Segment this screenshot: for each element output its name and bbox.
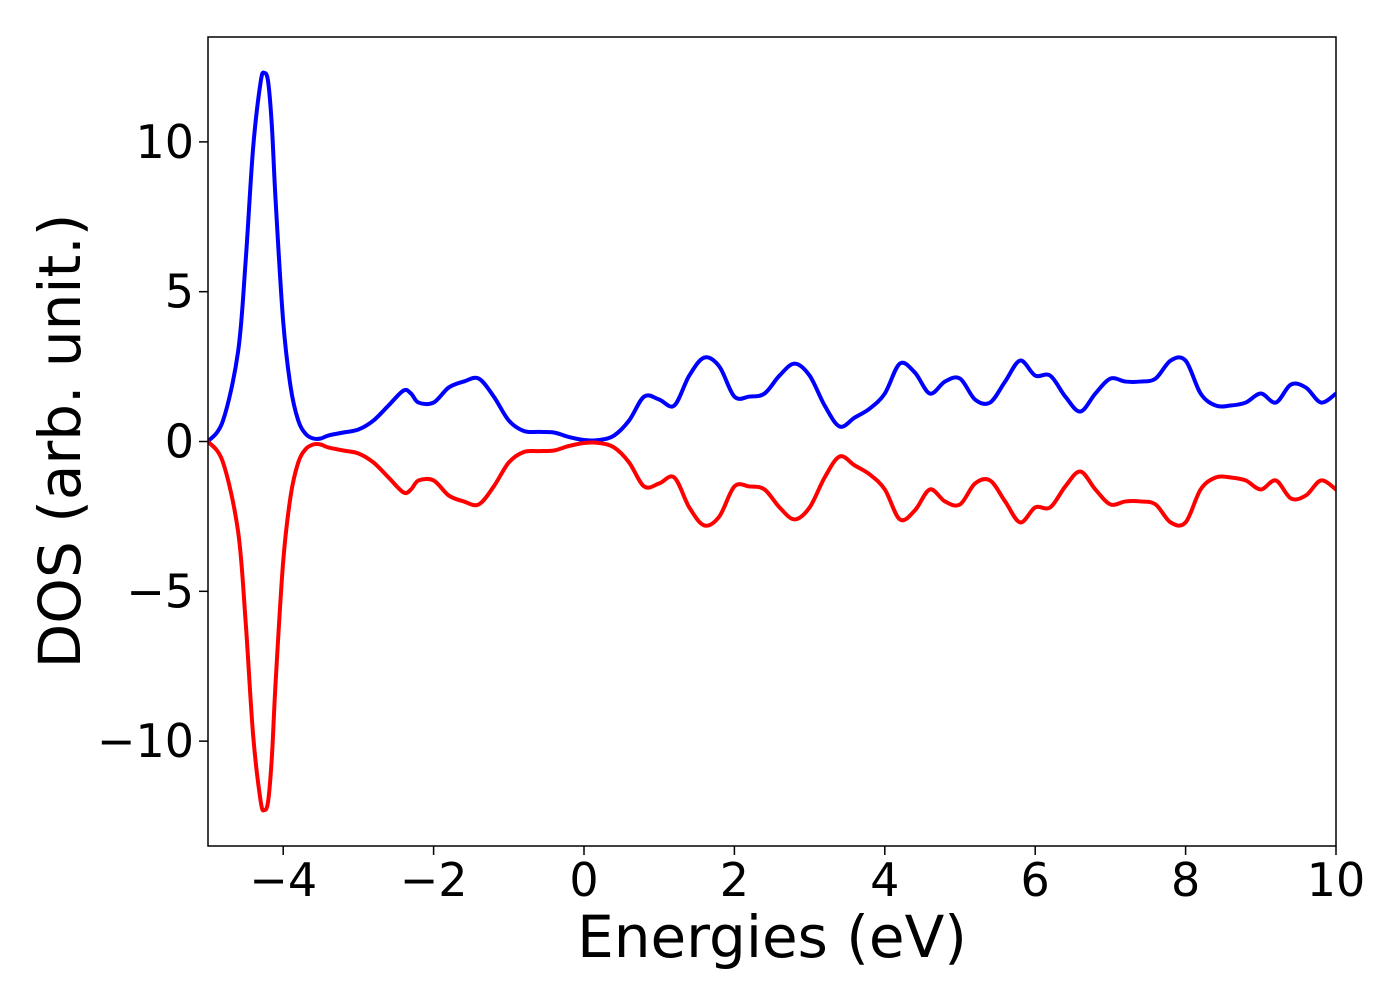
x-axis: −4 −2 0 2 4 6 8 10 <box>249 846 1365 907</box>
y-tick-label: 5 <box>165 265 194 319</box>
x-tick-label: −4 <box>249 853 317 907</box>
y-axis-title: DOS (arb. unit.) <box>26 214 94 669</box>
y-tick-label: 0 <box>165 415 194 469</box>
x-tick-label: 6 <box>1021 853 1050 907</box>
series-line-1 <box>208 70 1336 444</box>
x-tick-label: −2 <box>400 853 468 907</box>
y-tick-label: −10 <box>97 714 194 768</box>
x-tick-label: 2 <box>720 853 749 907</box>
series-line-2 <box>208 439 1336 813</box>
plot-area-frame <box>207 36 1337 847</box>
series-layer <box>208 70 1336 813</box>
x-tick-label: 4 <box>870 853 899 907</box>
x-tick-label: 0 <box>569 853 598 907</box>
y-axis: −10 −5 0 5 10 <box>97 115 208 768</box>
y-tick-label: −5 <box>126 564 194 618</box>
x-tick-label: 8 <box>1171 853 1200 907</box>
y-tick-label: 10 <box>135 115 194 169</box>
x-tick-label: 10 <box>1307 853 1366 907</box>
x-axis-title: Energies (eV) <box>577 903 967 971</box>
